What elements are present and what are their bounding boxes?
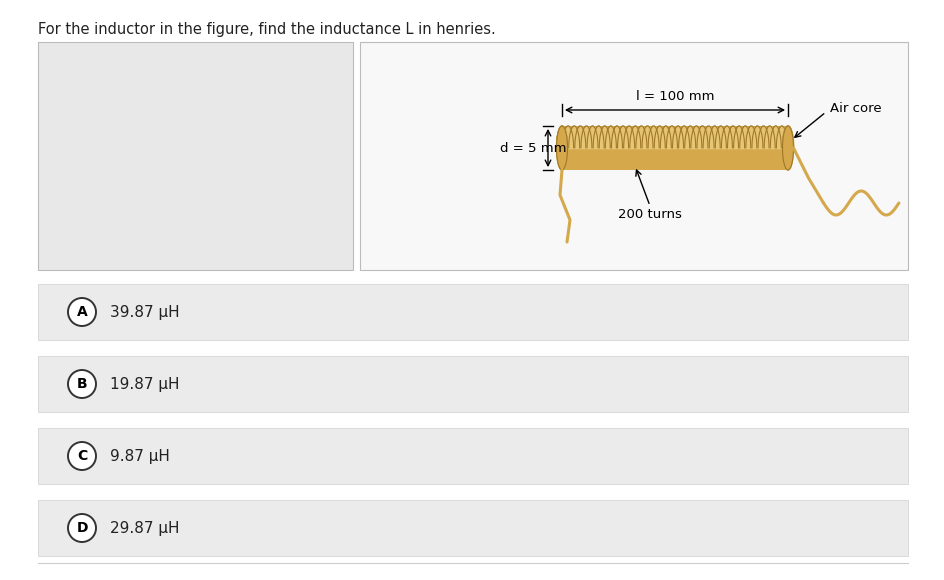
Text: 29.87 μH: 29.87 μH [110, 520, 179, 535]
Bar [38, 42, 353, 270]
Bar [562, 126, 787, 170]
Text: l = 100 mm: l = 100 mm [635, 90, 714, 103]
Circle shape [68, 442, 96, 470]
Text: 200 turns: 200 turns [617, 208, 682, 221]
Text: C: C [76, 449, 87, 463]
Text: 19.87 μH: 19.87 μH [110, 376, 179, 392]
Circle shape [68, 298, 96, 326]
Bar [38, 428, 907, 484]
Polygon shape [556, 126, 567, 170]
Circle shape [68, 370, 96, 398]
Text: B: B [76, 377, 87, 391]
Circle shape [68, 514, 96, 542]
Text: D: D [76, 521, 88, 535]
Text: 39.87 μH: 39.87 μH [110, 304, 179, 320]
Bar [38, 356, 907, 412]
Text: A: A [76, 305, 87, 319]
Polygon shape [782, 126, 793, 170]
Text: For the inductor in the figure, find the inductance L in henries.: For the inductor in the figure, find the… [38, 22, 496, 37]
Bar [360, 42, 907, 270]
Bar [38, 284, 907, 340]
Text: Air core: Air core [829, 102, 881, 114]
Text: d = 5 mm: d = 5 mm [499, 142, 565, 154]
Bar [38, 500, 907, 556]
Text: 9.87 μH: 9.87 μH [110, 448, 170, 463]
